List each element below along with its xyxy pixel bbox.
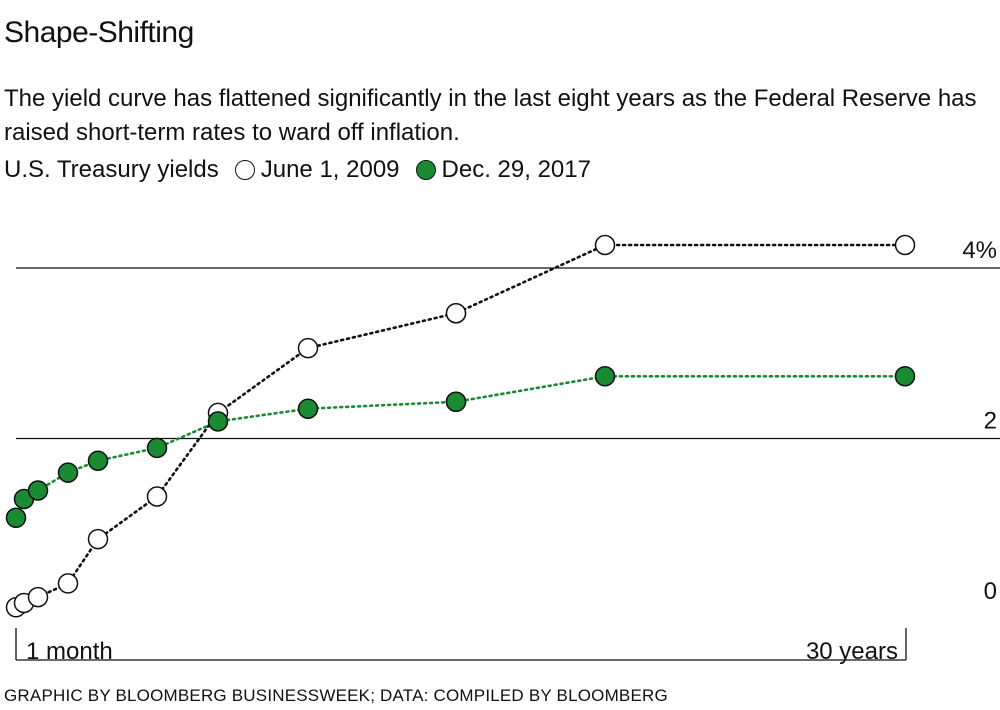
source-note: GRAPHIC BY BLOOMBERG BUSINESSWEEK; DATA:… — [4, 686, 668, 705]
data-point-jun-2009 — [87, 528, 109, 550]
data-point-dec-2017 — [5, 507, 27, 529]
data-point-dec-2017 — [57, 462, 79, 483]
x-tick-label: 30 years — [806, 638, 898, 665]
data-point-dec-2017 — [207, 411, 229, 432]
data-point-jun-2009 — [297, 337, 319, 359]
data-point-dec-2017 — [297, 398, 319, 419]
legend-series-2: Dec. 29, 2017 — [441, 156, 591, 183]
data-point-jun-2009 — [27, 586, 49, 608]
data-point-jun-2009 — [594, 234, 616, 256]
chart-subtitle: The yield curve has flattened significan… — [4, 85, 977, 146]
series-line-jun-2009 — [14, 243, 907, 609]
legend-label: U.S. Treasury yields — [4, 156, 219, 183]
data-point-dec-2017 — [27, 480, 49, 501]
x-tick-label: 1 month — [26, 638, 113, 665]
data-point-dec-2017 — [146, 437, 168, 459]
data-point-dec-2017 — [445, 391, 467, 413]
y-tick-label: 0 — [984, 578, 997, 605]
y-tick-label: 2 — [984, 408, 997, 435]
data-point-jun-2009 — [445, 302, 467, 324]
data-point-jun-2009 — [57, 573, 79, 594]
data-point-dec-2017 — [894, 366, 916, 387]
y-tick-label: 4% — [962, 237, 997, 264]
data-point-dec-2017 — [87, 450, 109, 471]
data-point-dec-2017 — [594, 366, 616, 387]
data-point-jun-2009 — [146, 486, 168, 507]
data-point-jun-2009 — [894, 234, 916, 256]
chart-title: Shape-Shifting — [4, 16, 194, 49]
legend-filled-circle-icon — [415, 160, 436, 180]
legend-open-circle-icon — [234, 160, 255, 180]
legend: U.S. Treasury yields June 1, 2009 Dec. 2… — [4, 156, 591, 184]
legend-series-1: June 1, 2009 — [260, 156, 400, 183]
